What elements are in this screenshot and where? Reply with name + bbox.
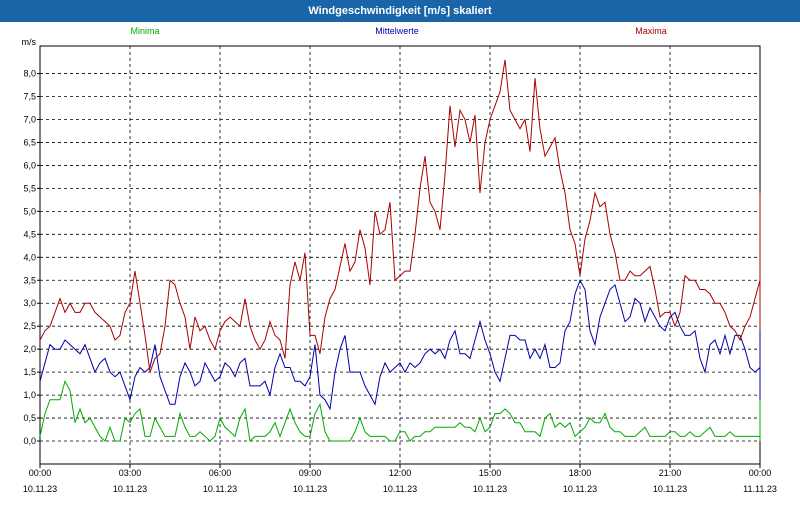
- y-tick-label: 5,0: [23, 206, 36, 216]
- y-unit-label: m/s: [22, 37, 37, 47]
- x-tick-date-label: 11.11.23: [743, 484, 777, 494]
- y-tick-label: 5,5: [23, 183, 36, 193]
- window-title: Windgeschwindigkeit [m/s] skaliert: [0, 0, 800, 22]
- y-tick-label: 6,0: [23, 160, 36, 170]
- x-tick-date-label: 10.11.23: [383, 484, 417, 494]
- y-tick-label: 3,0: [23, 298, 36, 308]
- y-tick-label: 2,0: [23, 344, 36, 354]
- x-tick-date-label: 10.11.23: [563, 484, 597, 494]
- x-tick-date-label: 10.11.23: [473, 484, 507, 494]
- x-tick-time-label: 00:00: [29, 468, 52, 478]
- x-tick-time-label: 06:00: [209, 468, 232, 478]
- y-tick-label: 7,0: [23, 114, 36, 124]
- x-tick-time-label: 21:00: [659, 468, 682, 478]
- y-tick-label: 6,5: [23, 137, 36, 147]
- axis-layer: 0,0 0,5 1,0 1,5 2,0 2,5 3,0 3,5 4,0 4,5 5,0 5,5 6,0 6…: [22, 37, 777, 494]
- x-tick-date-label: 10.11.23: [293, 484, 327, 494]
- legend-mittelwerte: Mittelwerte: [375, 26, 419, 36]
- x-tick-time-label: 00:00: [749, 468, 772, 478]
- y-tick-label: 1,5: [23, 367, 36, 377]
- y-tick-label: 0,5: [23, 413, 36, 423]
- y-tick-label: 4,0: [23, 252, 36, 262]
- series-line-minima: [39, 376, 761, 443]
- x-tick-date-label: 10.11.23: [23, 484, 57, 494]
- wind-speed-chart: 0,0 0,5 1,0 1,5 2,0 2,5 3,0 3,5 4,0 4,5 5,0 5,5 6,0 6…: [22, 26, 777, 494]
- grid-layer: [39, 45, 761, 465]
- y-tick-label: 0,0: [23, 436, 36, 446]
- series-line-maxima: [39, 59, 761, 373]
- y-tick-label: 3,5: [23, 275, 36, 285]
- x-tick-time-label: 18:00: [569, 468, 592, 478]
- legend-minima: Minima: [130, 26, 159, 36]
- x-tick-time-label: 03:00: [119, 468, 142, 478]
- y-tick-label: 1,0: [23, 390, 36, 400]
- y-tick-label: 4,5: [23, 229, 36, 239]
- x-tick-time-label: 12:00: [389, 468, 412, 478]
- y-tick-label: 2,5: [23, 321, 36, 331]
- y-tick-label: 8,0: [23, 69, 36, 79]
- x-tick-date-label: 10.11.23: [653, 484, 687, 494]
- y-tick-label: 7,5: [23, 92, 36, 102]
- x-tick-time-label: 09:00: [299, 468, 322, 478]
- x-tick-date-label: 10.11.23: [113, 484, 147, 494]
- legend-maxima: Maxima: [635, 26, 667, 36]
- chart-area: 0,0 0,5 1,0 1,5 2,0 2,5 3,0 3,5 4,0 4,5 5,0 5,5 6,0 6…: [0, 22, 800, 500]
- x-tick-date-label: 10.11.23: [203, 484, 237, 494]
- legend-layer: Minima Mittelwerte Maxima: [130, 26, 666, 36]
- series-layer: [39, 59, 761, 443]
- x-tick-time-label: 15:00: [479, 468, 502, 478]
- series-line-mittelwerte: [39, 279, 761, 411]
